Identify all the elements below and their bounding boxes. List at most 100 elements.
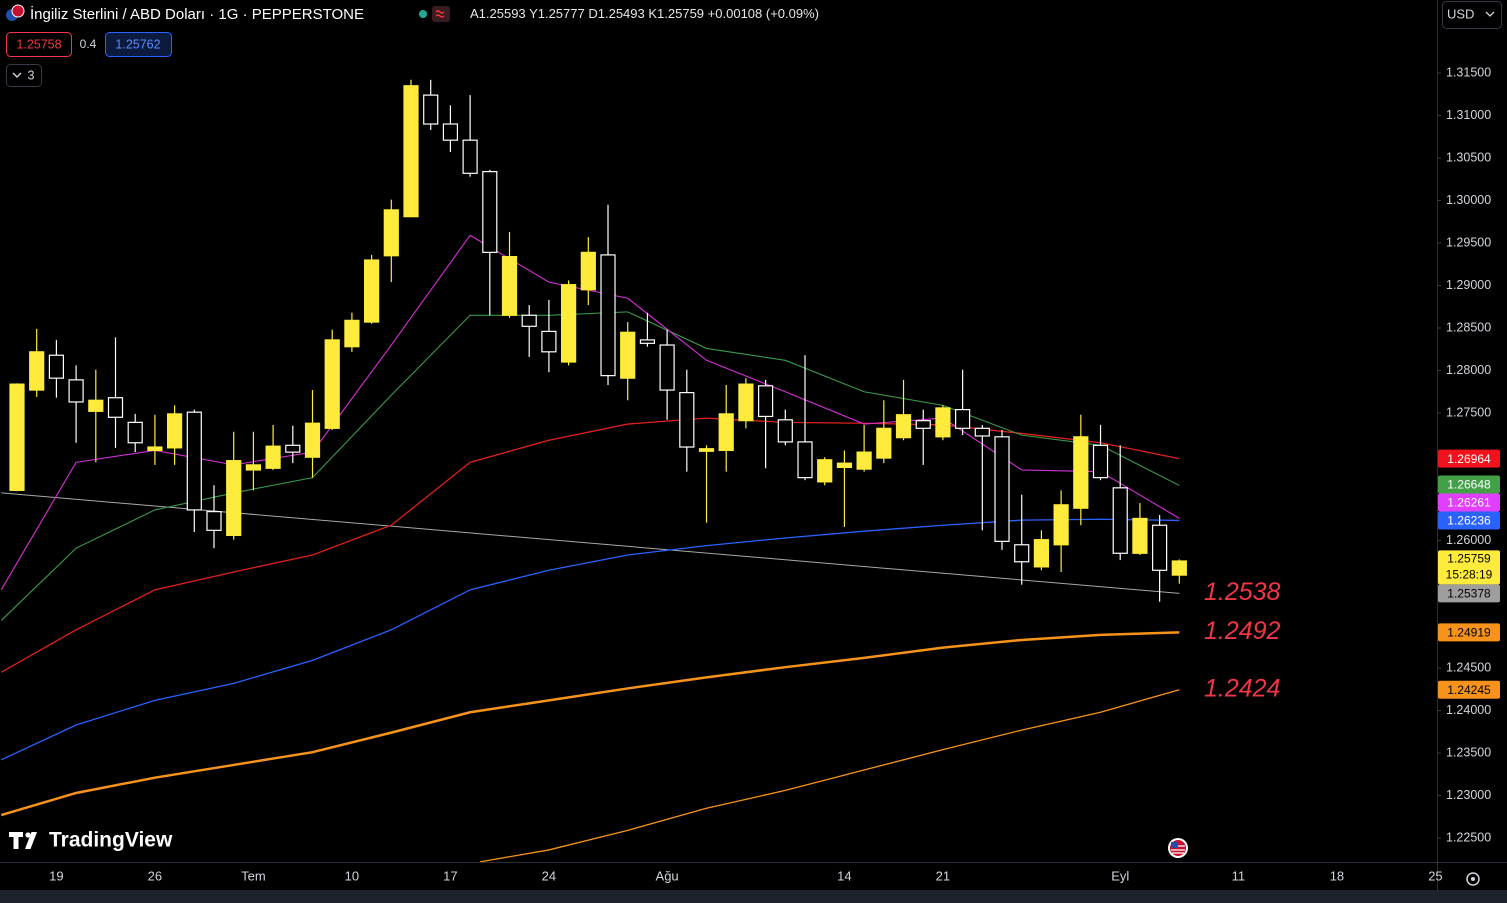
price-annotation: 1.2424 xyxy=(1204,675,1280,703)
sell-box[interactable] xyxy=(6,32,72,57)
y-tick-label: 1.30000 xyxy=(1446,193,1491,207)
indicators-toggle[interactable]: 3 xyxy=(6,64,42,87)
candle-body xyxy=(167,413,183,449)
price-annotation: 1.2492 xyxy=(1204,617,1281,645)
settings-button[interactable] xyxy=(1466,872,1480,886)
candle-body xyxy=(68,379,84,403)
candle-body xyxy=(758,385,774,418)
candle-body xyxy=(836,462,853,469)
indicators-box[interactable] xyxy=(6,64,42,87)
candle-body xyxy=(994,436,1010,542)
candle-body xyxy=(817,459,833,483)
candle-body xyxy=(1152,524,1168,571)
buy-button[interactable]: 1.25762 xyxy=(105,32,172,57)
price-tags: 1.24245 1.24919 1.25378 1.25759 15:28:19 1.26… xyxy=(1438,449,1500,699)
x-tick-label: Eyl xyxy=(1111,868,1129,883)
price-tag xyxy=(1438,680,1500,699)
candle-body xyxy=(48,354,65,379)
candle-body xyxy=(856,451,872,470)
price-tag-label: 1.26261 xyxy=(1447,496,1491,510)
candle-body xyxy=(541,330,557,353)
candle-body xyxy=(935,407,951,438)
ohlc-label: Y xyxy=(529,6,538,21)
currency-box[interactable] xyxy=(1442,1,1502,29)
price-tag-label: 1.25759 xyxy=(1447,552,1491,566)
x-tick-label: 14 xyxy=(837,868,851,883)
gear-center[interactable] xyxy=(1471,877,1475,881)
y-tick-label: 1.24500 xyxy=(1446,660,1491,674)
ohlc-high: 1.25777 xyxy=(538,6,585,21)
gear[interactable] xyxy=(1466,872,1480,886)
candle-body xyxy=(639,339,656,344)
candle-body xyxy=(1112,487,1128,554)
y-tick-label: 1.29000 xyxy=(1446,278,1491,292)
candle-body xyxy=(679,392,695,448)
y-tick-label: 1.28000 xyxy=(1446,363,1491,377)
candle-body xyxy=(147,446,163,452)
sell-button[interactable]: 1.25758 xyxy=(6,32,72,57)
candle-body xyxy=(364,259,380,323)
data-status xyxy=(435,10,445,18)
candle-body xyxy=(659,344,675,391)
x-tick-label: 19 xyxy=(49,868,63,883)
candle-body xyxy=(9,383,25,491)
candle-body xyxy=(600,254,616,377)
buy-box[interactable] xyxy=(105,32,172,57)
currency[interactable]: USD xyxy=(1447,6,1474,21)
y-tick-label: 1.28500 xyxy=(1446,320,1491,334)
price-tag xyxy=(1438,449,1500,468)
x-tick-label: 21 xyxy=(936,868,950,883)
candle-body xyxy=(955,409,971,429)
candle-body xyxy=(777,419,793,443)
candle-body xyxy=(304,422,321,458)
y-tick-label: 1.30500 xyxy=(1446,150,1491,164)
candle-body xyxy=(482,171,498,253)
price-tag xyxy=(1438,584,1500,603)
currency-button[interactable]: USD xyxy=(1442,1,1502,29)
x-tick-label: 25 xyxy=(1428,868,1442,883)
flag-gbp xyxy=(11,4,25,18)
candle-body xyxy=(285,444,301,453)
candle-body xyxy=(501,256,518,316)
candle-body xyxy=(403,85,419,218)
x-tick-label: 26 xyxy=(148,868,162,883)
candle-body xyxy=(738,383,754,422)
candle-body xyxy=(1014,544,1030,563)
ohlc-label: D xyxy=(588,6,597,21)
ohlc-change: +0.00108 (+0.09%) xyxy=(708,6,819,21)
countdown: 15:28:19 xyxy=(1446,568,1493,582)
sell-price[interactable]: 1.25758 xyxy=(16,37,61,51)
economic-event[interactable] xyxy=(1168,838,1188,858)
indicators-count[interactable]: 3 xyxy=(28,68,35,82)
y-tick-label: 1.31000 xyxy=(1446,108,1491,122)
event-flag-stripes[interactable] xyxy=(1171,845,1185,854)
chevron[interactable] xyxy=(1485,11,1495,17)
y-tick-label: 1.29500 xyxy=(1446,235,1491,249)
y-tick-label: 1.31500 xyxy=(1446,65,1491,79)
candle-body xyxy=(107,397,124,418)
y-tick-label: 1.26000 xyxy=(1446,533,1491,547)
candle-body xyxy=(1171,560,1187,576)
candle-body xyxy=(245,464,262,471)
event-flag-canton[interactable] xyxy=(1171,842,1178,848)
candle-body xyxy=(797,441,813,479)
market-status xyxy=(419,10,427,18)
candle-body xyxy=(1073,436,1089,509)
candle-body xyxy=(186,411,202,511)
candle-body xyxy=(580,251,596,291)
indicator-line xyxy=(0,631,1180,817)
buy-price[interactable]: 1.25762 xyxy=(115,37,160,51)
candle-body xyxy=(895,414,912,439)
candle-body xyxy=(698,448,715,452)
candle-body xyxy=(876,427,892,459)
chevron[interactable] xyxy=(12,72,22,78)
y-tick-label: 1.23000 xyxy=(1446,788,1491,802)
candle-body xyxy=(29,351,45,391)
data-status-bg xyxy=(432,6,450,22)
x-tick-label: 24 xyxy=(542,868,556,883)
plot-area: 1.2538 1.2492 1.2424 xyxy=(0,79,1281,862)
x-tick-label: Ağu xyxy=(656,868,679,883)
y-tick-label: 1.22500 xyxy=(1446,830,1491,844)
candle-body xyxy=(344,319,360,348)
